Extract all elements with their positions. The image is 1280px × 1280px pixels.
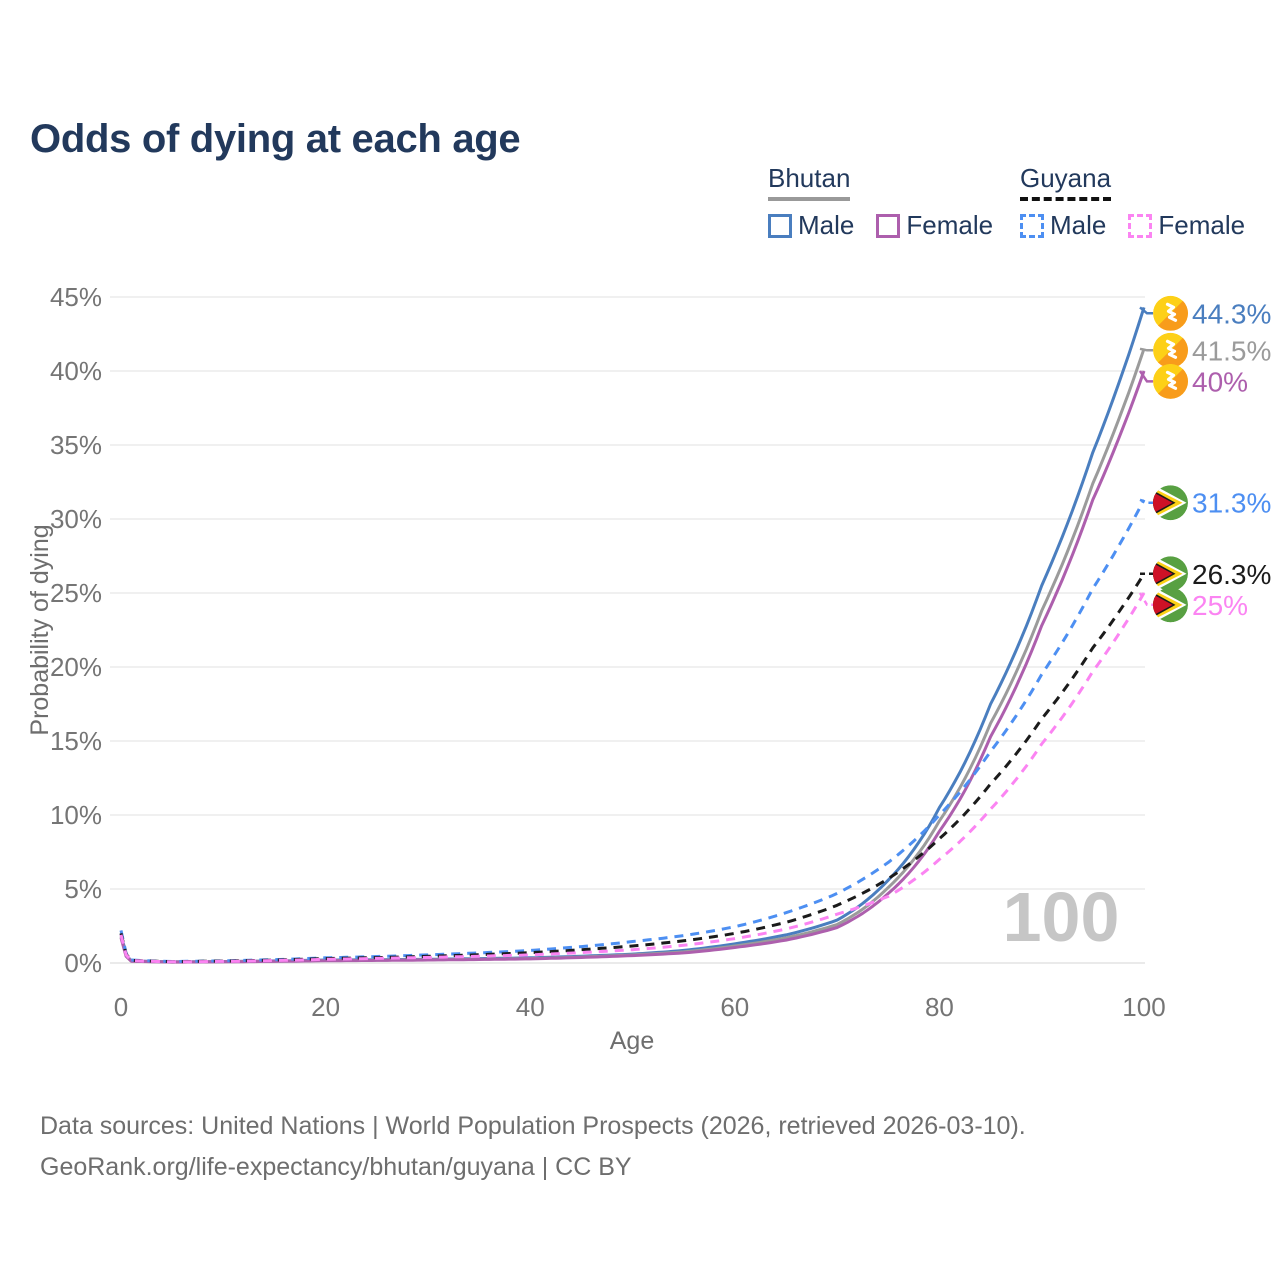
source-attribution: Data sources: United Nations | World Pop… — [40, 1106, 1026, 1188]
end-label-connector-bhutan-male — [1139, 306, 1153, 315]
series-line-guyana-male[interactable] — [119, 499, 1146, 963]
y-tick-label: 0% — [64, 948, 102, 978]
bhutan-flag-icon — [1153, 295, 1188, 331]
y-tick-label: 5% — [64, 874, 102, 904]
series-line-bhutan-both[interactable] — [119, 348, 1146, 964]
series-line-bhutan-male[interactable] — [119, 306, 1146, 964]
end-value-label-bhutan-both: 41.5% — [1192, 335, 1271, 366]
end-value-label-guyana-both: 26.3% — [1192, 559, 1271, 590]
x-tick-label: 20 — [311, 992, 340, 1022]
legend-swatch-guyana-male[interactable] — [1020, 213, 1044, 238]
end-label-connector-guyana-male — [1139, 498, 1153, 504]
x-tick-label: 40 — [516, 992, 545, 1022]
series-line-guyana-female[interactable] — [119, 592, 1146, 964]
end-value-label-guyana-male: 31.3% — [1192, 488, 1271, 519]
y-tick-label: 25% — [50, 578, 102, 608]
legend-group-bhutan: Bhutan Male Female — [768, 163, 1015, 241]
y-tick-label: 20% — [50, 652, 102, 682]
end-label-connector-bhutan-female — [1138, 370, 1153, 383]
end-value-label-bhutan-male: 44.3% — [1192, 298, 1271, 329]
x-tick-label: 80 — [925, 992, 954, 1022]
end-value-label-guyana-female: 25% — [1192, 590, 1248, 621]
bhutan-flag-icon — [1153, 363, 1188, 399]
x-tick-label: 100 — [1122, 992, 1165, 1022]
page-title: Odds of dying at each age — [30, 116, 521, 161]
x-axis-title: Age — [610, 1027, 654, 1055]
end-label-connector-guyana-female — [1138, 592, 1153, 607]
legend-swatch-guyana-female[interactable] — [1128, 213, 1153, 238]
legend-label-guyana-male[interactable]: Male — [1050, 210, 1107, 240]
x-tick-label: 60 — [720, 992, 749, 1022]
y-tick-label: 40% — [50, 356, 102, 386]
guyana-flag-icon — [1153, 485, 1188, 521]
y-axis-title: Probability of dying — [26, 524, 54, 735]
data-sources-line: Data sources: United Nations | World Pop… — [40, 1112, 1026, 1140]
hovered-age-watermark: 100 — [1003, 878, 1120, 956]
legend-country-guyana[interactable]: Guyana — [1020, 163, 1112, 201]
guyana-flag-icon — [1153, 556, 1188, 592]
guyana-flag-icon — [1153, 587, 1188, 623]
y-tick-label: 35% — [50, 430, 102, 460]
bhutan-flag-icon — [1153, 332, 1188, 368]
x-tick-label: 0 — [114, 992, 128, 1022]
legend-label-guyana-female[interactable]: Female — [1158, 210, 1246, 240]
end-value-label-bhutan-female: 40% — [1192, 366, 1248, 397]
series-line-guyana-both[interactable] — [119, 573, 1146, 964]
y-tick-label: 10% — [50, 800, 102, 830]
legend-label-bhutan-male[interactable]: Male — [798, 210, 855, 240]
legend-swatch-bhutan-male[interactable] — [768, 213, 792, 238]
y-tick-label: 45% — [50, 282, 102, 312]
legend-group-guyana: Guyana Male Female — [1020, 163, 1267, 241]
y-tick-label: 30% — [50, 504, 102, 534]
legend-country-bhutan[interactable]: Bhutan — [768, 163, 851, 201]
legend-label-bhutan-female[interactable]: Female — [906, 210, 994, 240]
end-label-connector-bhutan-both — [1139, 347, 1153, 352]
source-url-line[interactable]: GeoRank.org/life-expectancy/bhutan/guyan… — [40, 1153, 632, 1181]
y-tick-label: 15% — [50, 726, 102, 756]
legend-swatch-bhutan-female[interactable] — [876, 213, 901, 238]
